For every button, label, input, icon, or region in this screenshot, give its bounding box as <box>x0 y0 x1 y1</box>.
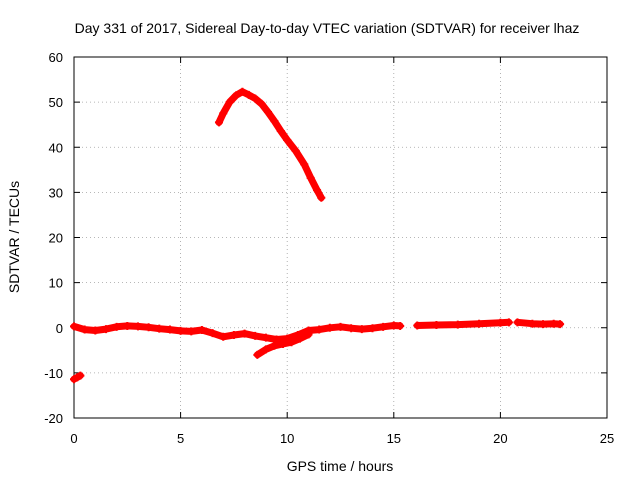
data-point <box>219 332 228 341</box>
y-tick-label: 40 <box>49 140 63 155</box>
data-point <box>187 327 196 336</box>
data-point <box>251 331 260 340</box>
data-point <box>165 325 174 334</box>
data-point <box>496 318 505 327</box>
data-point <box>219 109 228 118</box>
data-point <box>244 90 253 99</box>
data-point <box>176 326 185 335</box>
data-point <box>232 91 241 100</box>
data-point <box>112 322 121 331</box>
data-point <box>155 324 164 333</box>
data-point <box>325 323 334 332</box>
x-tick-label: 15 <box>387 431 401 446</box>
data-point <box>257 99 266 108</box>
data-point <box>123 321 132 330</box>
data-point <box>214 118 223 127</box>
data-point <box>379 322 388 331</box>
data-point <box>306 173 315 182</box>
data-point <box>91 326 100 335</box>
data-point <box>76 371 85 380</box>
data-point <box>453 320 462 329</box>
data-point <box>313 186 322 195</box>
data-point <box>253 350 262 359</box>
series-line <box>413 318 513 329</box>
data-point <box>315 325 324 334</box>
data-point <box>70 322 78 331</box>
data-point <box>278 339 287 348</box>
series-baseline-late-2 <box>513 318 565 329</box>
data-point <box>304 330 313 339</box>
data-point <box>475 319 484 328</box>
y-tick-label: -20 <box>44 411 63 426</box>
data-point <box>347 324 356 333</box>
data-point <box>357 325 366 334</box>
y-tick-label: 60 <box>49 50 63 65</box>
data-point <box>291 146 300 155</box>
data-point <box>287 338 296 347</box>
series-early-arc <box>70 371 85 384</box>
data-point <box>208 329 217 338</box>
y-tick-label: -10 <box>44 366 63 381</box>
data-point <box>336 322 345 331</box>
data-point <box>528 319 537 328</box>
y-tick-label: 20 <box>49 231 63 246</box>
x-tick-label: 10 <box>280 431 294 446</box>
data-point <box>261 333 270 342</box>
data-point <box>539 320 548 329</box>
data-point <box>80 325 89 334</box>
data-point <box>504 318 513 327</box>
data-point <box>276 127 285 136</box>
data-point <box>283 136 292 145</box>
series-baseline-late-1 <box>413 318 513 330</box>
x-axis-label: GPS time / hours <box>287 458 394 474</box>
data-point <box>264 108 273 117</box>
y-tick-label: 30 <box>49 185 63 200</box>
series-dip-segment <box>253 330 313 359</box>
data-point <box>261 345 270 354</box>
data-point <box>251 94 260 103</box>
data-point <box>101 325 110 334</box>
data-point <box>238 87 247 96</box>
grid-lines <box>74 57 607 418</box>
x-tick-label: 5 <box>177 431 184 446</box>
y-tick-label: 50 <box>49 95 63 110</box>
data-point <box>133 322 142 331</box>
y-axis-label: SDTVAR / TECUs <box>6 181 22 293</box>
data-point <box>270 117 279 126</box>
data-point <box>240 329 249 338</box>
plot-frame <box>73 56 608 419</box>
axis-ticks: 0 5 10 15 20 25 -20 -10 0 10 20 30 40 50 60 <box>44 50 614 446</box>
series-line <box>215 88 325 202</box>
data-point <box>396 321 405 330</box>
y-tick-label: 0 <box>56 321 63 336</box>
x-tick-label: 20 <box>493 431 507 446</box>
series-arc-high <box>214 87 326 202</box>
data-point <box>413 321 422 330</box>
data-series <box>70 87 565 384</box>
data-point <box>229 330 238 339</box>
chart-title: Day 331 of 2017, Sidereal Day-to-day VTE… <box>75 20 580 36</box>
x-tick-label: 25 <box>600 431 614 446</box>
data-point <box>295 334 304 343</box>
data-point <box>556 320 565 329</box>
data-point <box>300 160 309 169</box>
data-point <box>144 323 153 332</box>
data-point <box>368 324 377 333</box>
data-point <box>513 318 522 327</box>
data-point <box>432 321 441 330</box>
data-point <box>225 98 234 107</box>
series-baseline-main <box>70 321 405 344</box>
data-point <box>197 326 206 335</box>
y-tick-label: 10 <box>49 276 63 291</box>
data-point <box>270 341 279 350</box>
data-point <box>317 193 326 202</box>
x-tick-label: 0 <box>70 431 77 446</box>
